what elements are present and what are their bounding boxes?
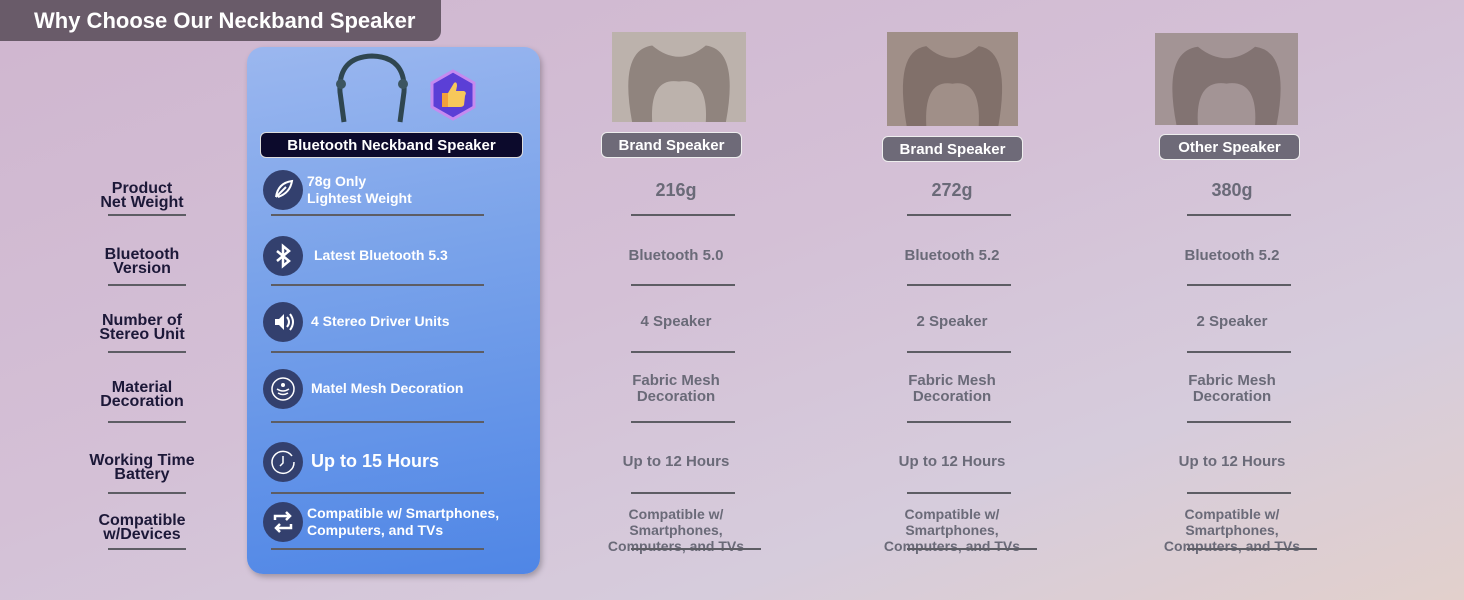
divider [907,284,1011,286]
divider [1187,548,1317,550]
competitor-spec: 380g [1211,180,1253,200]
row-label: Product Net Weight [72,180,212,211]
divider [1187,351,1291,353]
row-label-line: w/Devices [103,526,181,543]
competitor-spec: Fabric Mesh Decoration [1188,372,1276,405]
featured-spec-line1: Latest Bluetooth 5.3 [314,247,448,263]
competitor-spec: Bluetooth 5.2 [904,247,1000,264]
featured-spec-line1: 4 Stereo Driver Units [311,313,450,329]
competitor-spec: Compatible w/ Smartphones, Computers, an… [607,506,745,554]
divider [1187,492,1291,494]
divider [108,492,186,494]
row-label-line: Stereo Unit [99,326,185,343]
competitor-product-image [612,32,746,122]
clock-icon [263,442,303,482]
featured-spec-line2: Computers, and TVs [307,522,444,538]
speaker-icon [263,302,303,342]
featured-spec-line1: Compatible w/ Smartphones, [307,505,500,521]
competitor-spec: 4 Speaker [640,313,712,330]
divider [907,421,1011,423]
featured-product-card: Bluetooth Neckband Speaker [247,47,540,574]
divider [907,548,1037,550]
divider [108,214,186,216]
bluetooth-icon [263,236,303,276]
divider [271,351,484,353]
page-title: Why Choose Our Neckband Speaker [0,0,441,41]
row-label-line: Bluetooth [104,246,180,263]
divider [631,421,735,423]
featured-spec: 78g Only Lightest Weight [307,173,412,207]
row-label-line: Number of [102,312,182,329]
featured-spec-line1: Matel Mesh Decoration [311,380,464,396]
divider [907,492,1011,494]
feather-icon [263,170,303,210]
competitor-spec: Bluetooth 5.2 [1184,247,1280,264]
divider [108,548,186,550]
row-label-line: Material [111,379,173,396]
row-label-line: Compatible [98,512,186,529]
competitor-spec: 2 Speaker [916,313,988,330]
competitor-spec: Up to 12 Hours [898,453,1006,470]
competitor-spec: 272g [931,180,973,200]
divider [631,548,761,550]
divider [271,492,484,494]
competitor-product-image [1155,33,1298,125]
thumbs-up-badge-icon [430,69,476,121]
row-label: Number of Stereo Unit [72,312,212,343]
competitor-spec: Compatible w/ Smartphones, Computers, an… [883,506,1021,554]
row-label: Material Decoration [72,379,212,410]
featured-product-name: Bluetooth Neckband Speaker [260,132,523,158]
row-label: Bluetooth Version [72,246,212,277]
neckband-speaker-image [336,53,408,123]
divider [1187,284,1291,286]
row-label: Compatible w/Devices [72,512,212,543]
divider [271,421,484,423]
row-label-line: Decoration [100,393,184,410]
divider [108,351,186,353]
competitor-spec: Bluetooth 5.0 [628,247,724,264]
competitor-spec: Up to 12 Hours [622,453,730,470]
divider [108,284,186,286]
row-label-line: Net Weight [100,194,184,211]
competitor-spec: 216g [655,180,697,200]
competitor-spec: Up to 12 Hours [1178,453,1286,470]
featured-spec: Matel Mesh Decoration [311,380,463,397]
competitor-spec: Fabric Mesh Decoration [632,372,720,405]
competitor-name: Brand Speaker [882,136,1023,162]
divider [1187,421,1291,423]
divider [907,214,1011,216]
featured-spec: 4 Stereo Driver Units [311,313,450,330]
featured-spec: Latest Bluetooth 5.3 [314,247,448,264]
featured-spec-line1: 78g Only [307,173,367,189]
competitor-spec: Fabric Mesh Decoration [908,372,996,405]
row-label: Working Time Battery [72,452,212,483]
divider [271,214,484,216]
row-label-line: Working Time [89,452,195,469]
divider [631,214,735,216]
divider [631,284,735,286]
featured-spec-line2: Lightest Weight [307,190,412,206]
competitor-name: Brand Speaker [601,132,742,158]
row-label-line: Product [111,180,173,197]
competitor-spec: Compatible w/ Smartphones, Computers, an… [1163,506,1301,554]
sync-icon [263,502,303,542]
featured-spec-line1: Up to 15 Hours [311,451,440,471]
divider [631,492,735,494]
competitor-product-image [887,32,1018,126]
row-label-line: Battery [114,466,170,483]
divider [108,421,186,423]
divider [271,548,484,550]
divider [907,351,1011,353]
featured-spec: Compatible w/ Smartphones, Computers, and… [307,505,499,539]
mesh-icon [263,369,303,409]
divider [631,351,735,353]
featured-spec: Up to 15 Hours [311,451,440,471]
divider [271,284,484,286]
competitor-name: Other Speaker [1159,134,1300,160]
row-label-line: Version [113,260,171,277]
divider [1187,214,1291,216]
competitor-spec: 2 Speaker [1196,313,1268,330]
